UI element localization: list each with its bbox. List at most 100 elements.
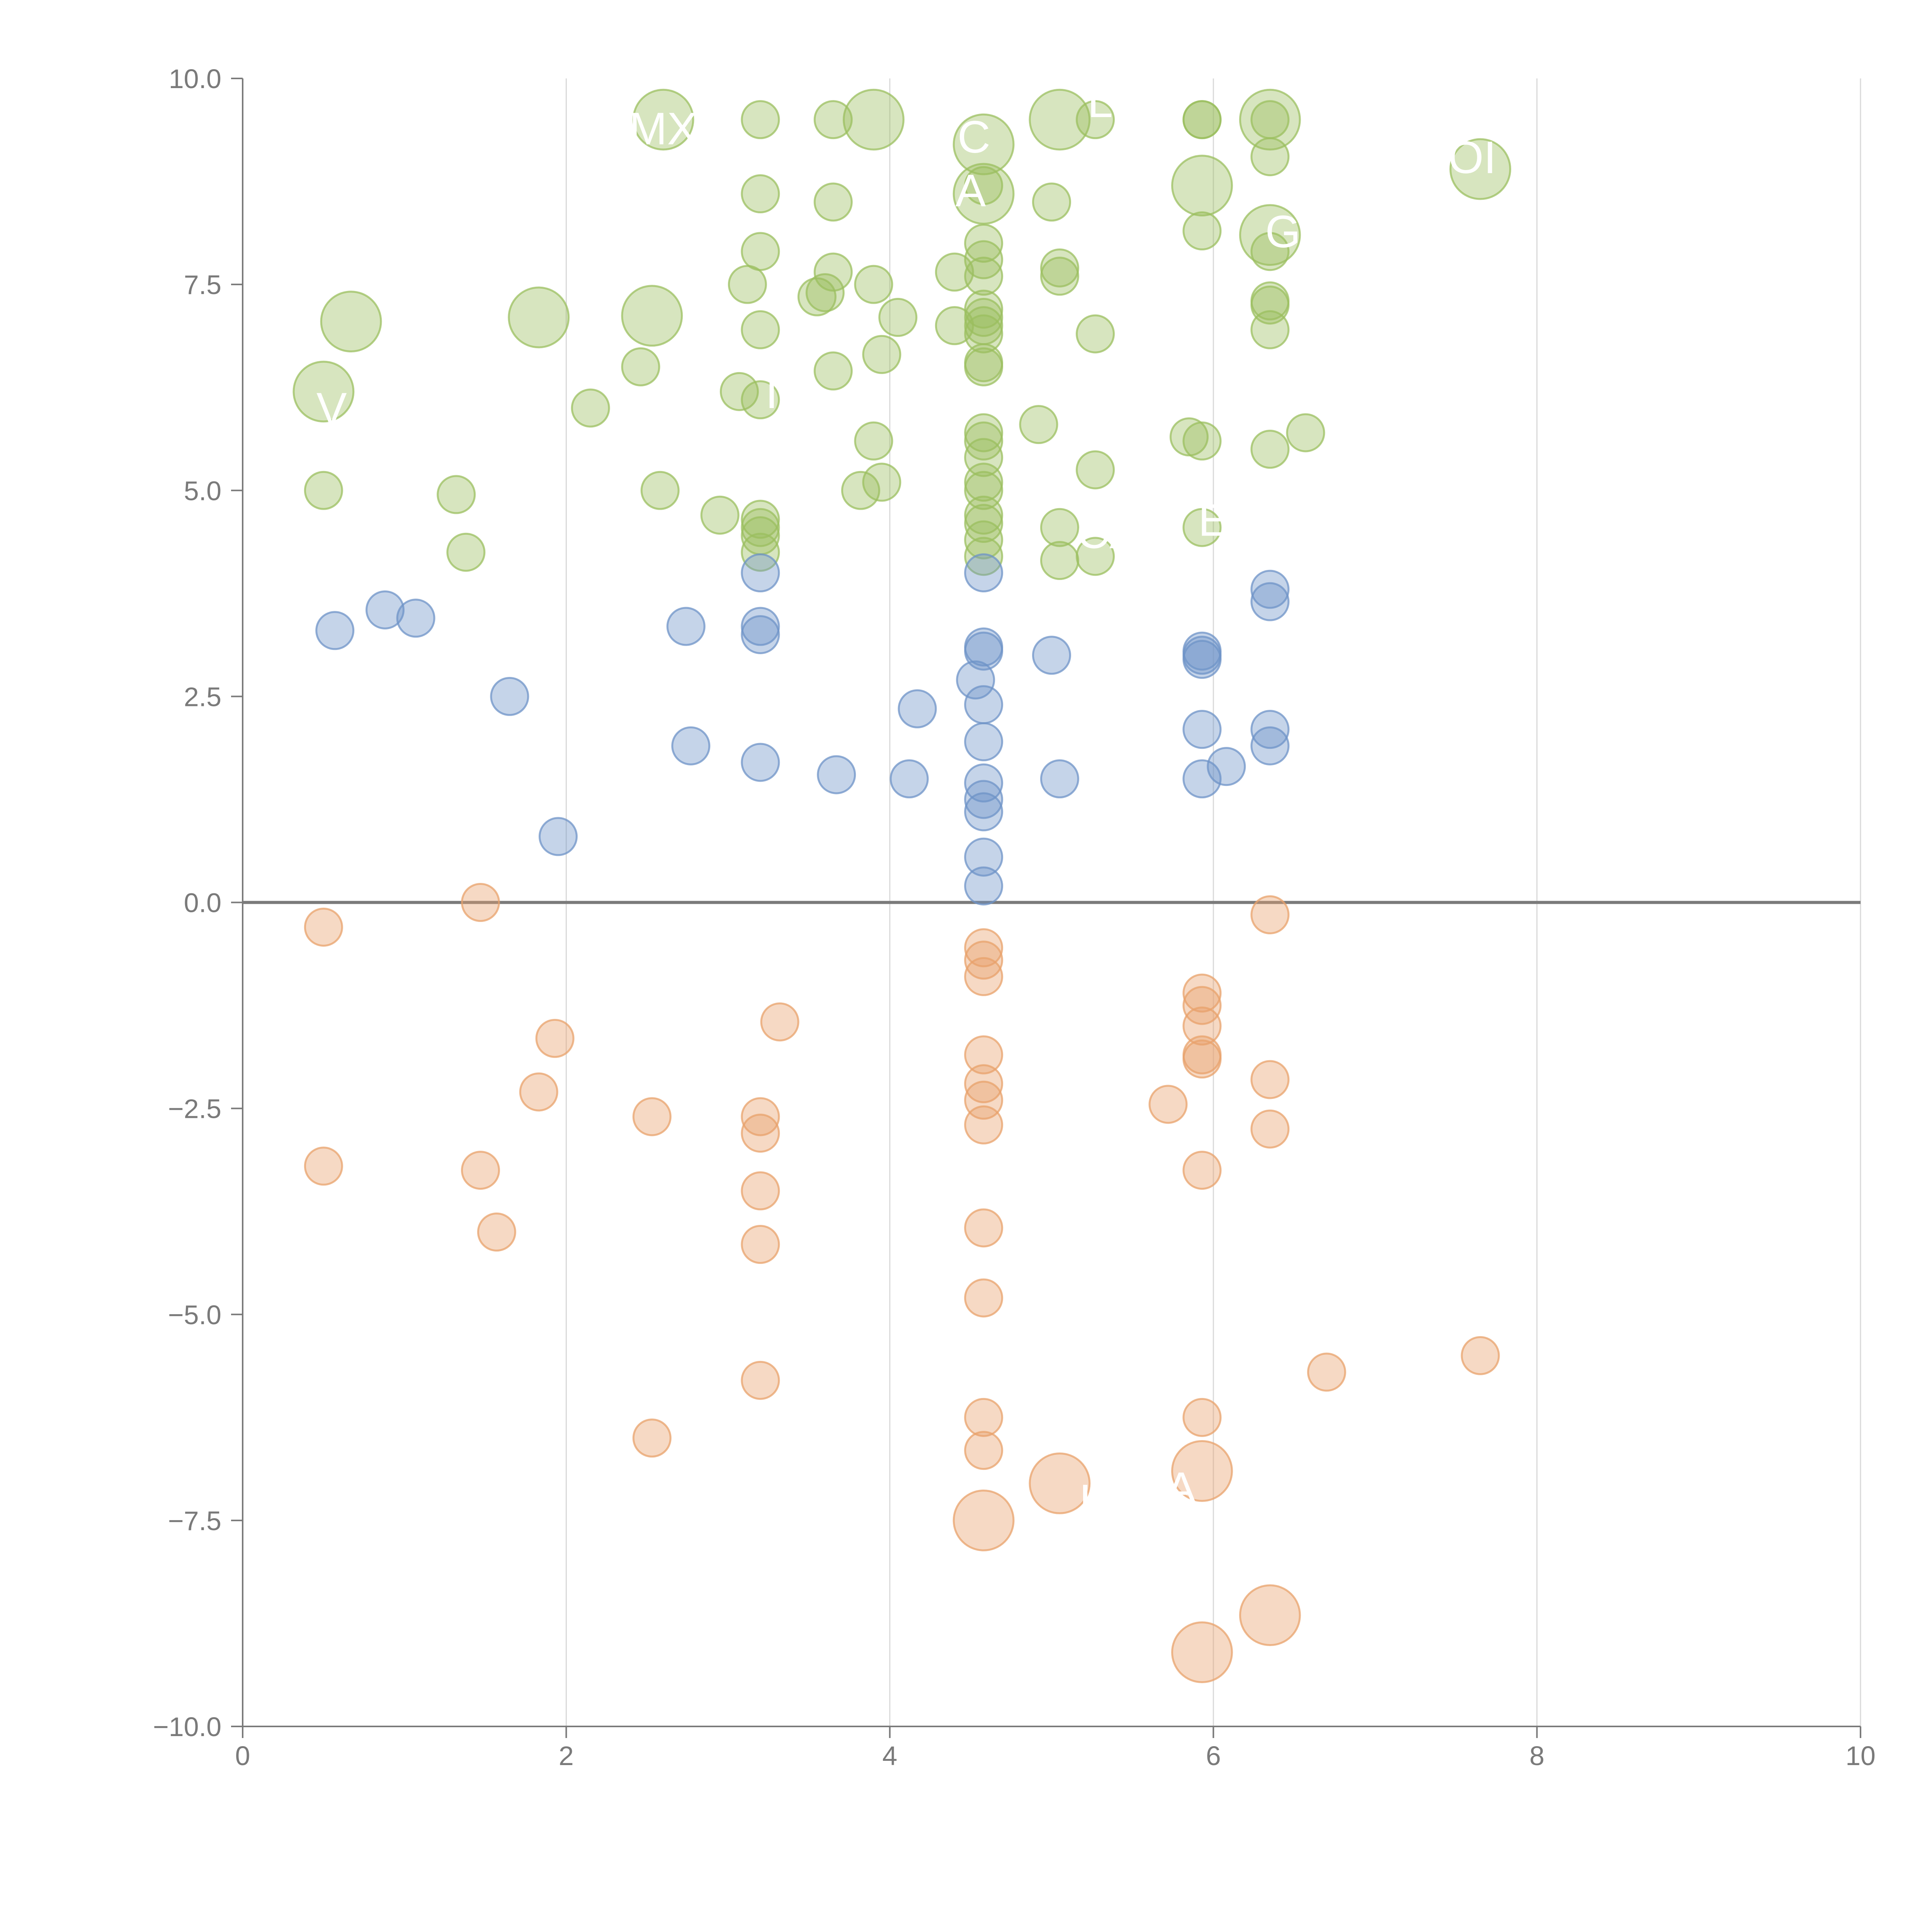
blue-point bbox=[365, 590, 405, 629]
green-point bbox=[964, 257, 1003, 296]
y-tick-label: −5.0 bbox=[168, 1300, 221, 1330]
green-point bbox=[741, 232, 780, 271]
green-point bbox=[741, 174, 780, 214]
point-annotation: I bbox=[765, 367, 778, 418]
green-point bbox=[1076, 450, 1115, 490]
green-point bbox=[964, 347, 1003, 386]
blue-point bbox=[956, 660, 995, 700]
green-point bbox=[1032, 182, 1071, 222]
green-point bbox=[1182, 508, 1222, 547]
blue-point bbox=[1250, 710, 1290, 749]
point-annotation: OI bbox=[1448, 132, 1497, 183]
orange-point bbox=[1250, 1109, 1290, 1149]
green-point bbox=[841, 471, 880, 510]
green-point bbox=[1019, 405, 1058, 444]
green-point bbox=[508, 286, 570, 349]
green-point bbox=[741, 500, 780, 539]
green-point bbox=[1449, 138, 1511, 200]
green-point bbox=[741, 532, 780, 572]
green-point bbox=[964, 463, 1003, 502]
orange-point bbox=[304, 907, 343, 947]
green-point bbox=[1250, 137, 1290, 177]
orange-point bbox=[461, 1151, 500, 1190]
x-tick-label: 6 bbox=[1206, 1741, 1221, 1771]
green-point bbox=[964, 314, 1003, 354]
orange-point bbox=[1171, 1440, 1233, 1502]
orange-point bbox=[1182, 1006, 1222, 1046]
green-point bbox=[964, 224, 1003, 263]
green-point bbox=[964, 504, 1003, 543]
green-point bbox=[719, 372, 759, 411]
y-tick-label: 0.0 bbox=[184, 888, 221, 918]
green-point bbox=[1040, 257, 1079, 296]
green-point bbox=[862, 335, 901, 374]
orange-point bbox=[304, 1146, 343, 1186]
y-tick-label: 7.5 bbox=[184, 270, 221, 300]
blue-point bbox=[671, 726, 711, 765]
green-point bbox=[1040, 541, 1079, 580]
green-point bbox=[964, 298, 1003, 337]
point-annotation: A bbox=[1166, 1463, 1196, 1514]
y-tick-label: 10.0 bbox=[169, 64, 221, 94]
orange-point bbox=[741, 1114, 780, 1153]
green-point bbox=[878, 298, 918, 337]
green-point bbox=[1250, 100, 1290, 139]
green-point bbox=[964, 166, 1003, 205]
green-point bbox=[741, 380, 780, 420]
x-tick-label: 4 bbox=[882, 1741, 897, 1771]
blue-point bbox=[889, 759, 929, 799]
orange-point bbox=[741, 1097, 780, 1136]
green-point bbox=[1029, 88, 1091, 151]
blue-point bbox=[396, 599, 435, 638]
green-point bbox=[1250, 430, 1290, 469]
green-point bbox=[952, 113, 1015, 175]
green-point bbox=[1076, 537, 1115, 576]
green-point bbox=[1040, 508, 1079, 547]
orange-point bbox=[461, 883, 500, 922]
green-point bbox=[320, 291, 382, 352]
orange-point bbox=[1307, 1352, 1346, 1392]
orange-point bbox=[952, 1489, 1015, 1551]
blue-point bbox=[741, 553, 780, 592]
orange-point bbox=[964, 940, 1003, 980]
green-point bbox=[741, 100, 780, 139]
green-point bbox=[813, 252, 853, 292]
blue-point bbox=[1250, 582, 1290, 621]
green-point bbox=[640, 471, 680, 510]
green-point bbox=[1239, 204, 1301, 266]
green-point bbox=[437, 475, 476, 514]
blue-point bbox=[1250, 570, 1290, 609]
blue-point bbox=[964, 553, 1003, 592]
x-tick-label: 2 bbox=[559, 1741, 574, 1771]
green-point bbox=[862, 463, 901, 502]
green-point bbox=[728, 265, 767, 304]
orange-point bbox=[1029, 1452, 1091, 1514]
orange-point bbox=[1250, 895, 1290, 934]
orange-point bbox=[964, 1398, 1003, 1437]
blue-point bbox=[964, 631, 1003, 671]
orange-point bbox=[1182, 973, 1222, 1013]
green-point bbox=[1250, 310, 1290, 349]
x-tick-label: 10 bbox=[1845, 1741, 1876, 1771]
green-point bbox=[571, 388, 610, 428]
blue-point bbox=[1032, 636, 1071, 675]
orange-point bbox=[519, 1072, 558, 1112]
blue-point bbox=[964, 722, 1003, 762]
green-point bbox=[805, 273, 845, 312]
blue-point bbox=[964, 866, 1003, 906]
point-annotation: L bbox=[1087, 76, 1113, 127]
green-point bbox=[964, 421, 1003, 461]
orange-point bbox=[741, 1225, 780, 1264]
blue-point bbox=[741, 607, 780, 646]
y-tick-label: −10.0 bbox=[153, 1712, 221, 1742]
green-point bbox=[813, 182, 853, 222]
orange-point bbox=[964, 1431, 1003, 1470]
orange-point bbox=[1182, 986, 1222, 1025]
green-point bbox=[813, 100, 853, 139]
green-point bbox=[935, 252, 974, 292]
green-point bbox=[632, 88, 694, 151]
blue-point bbox=[1182, 759, 1222, 799]
green-point bbox=[854, 265, 893, 304]
blue-point bbox=[898, 689, 937, 728]
blue-point bbox=[1250, 726, 1290, 765]
